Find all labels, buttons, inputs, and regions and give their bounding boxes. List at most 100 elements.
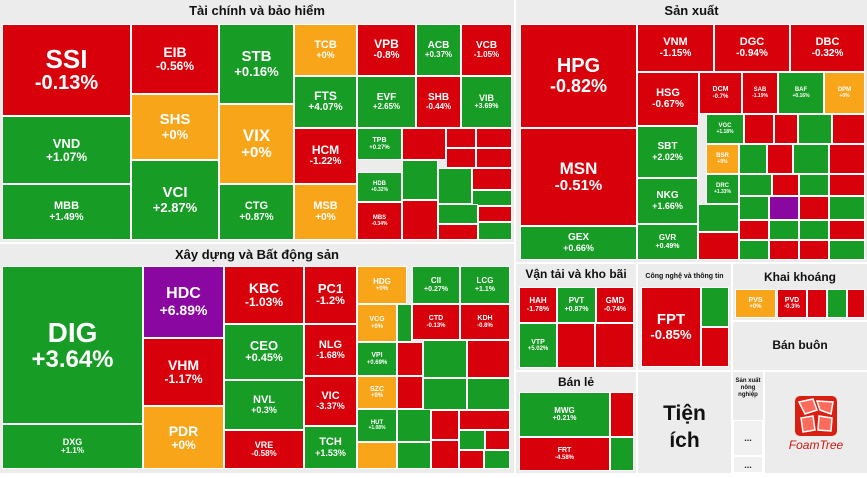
stock-tile-nvl[interactable]: NVL +0.3% [224, 380, 304, 430]
small-stock-tile[interactable] [798, 114, 832, 144]
small-stock-tile[interactable] [799, 174, 829, 196]
small-stock-tile[interactable] [829, 220, 865, 240]
stock-tile-hut[interactable]: HUT +1.08% [357, 409, 397, 442]
stock-tile-hah[interactable]: HAH -1.78% [519, 287, 557, 323]
small-stock-tile[interactable] [476, 148, 512, 168]
small-stock-tile[interactable] [446, 148, 476, 168]
small-stock-tile[interactable] [478, 206, 512, 222]
stock-tile-sab[interactable]: SAB -1.19% [742, 72, 778, 114]
small-stock-tile[interactable] [557, 323, 595, 368]
stock-tile-hdg[interactable]: HDG +0% [357, 266, 407, 304]
stock-tile-pvd[interactable]: PVD -0.3% [777, 289, 807, 318]
stock-tile-vhm[interactable]: VHM -1.17% [143, 338, 224, 406]
stock-tile-gex[interactable]: GEX +0.66% [520, 226, 637, 260]
stock-tile-pvs[interactable]: PVS +0% [735, 289, 776, 318]
stock-tile-szc[interactable]: SZC +0% [357, 376, 397, 409]
stock-tile-vnm[interactable]: VNM -1.15% [637, 24, 714, 72]
stock-tile-tcb[interactable]: TCB +0% [294, 24, 357, 76]
stock-tile-dpm[interactable]: DPM +0% [824, 72, 865, 114]
small-stock-tile[interactable] [769, 196, 799, 220]
small-stock-tile[interactable] [698, 204, 739, 232]
stock-tile-nkg[interactable]: NKG +1.66% [637, 178, 698, 224]
small-stock-tile[interactable] [772, 174, 799, 196]
stock-tile-hdb[interactable]: HDB +0.32% [357, 172, 402, 202]
stock-tile-vcb[interactable]: VCB -1.05% [461, 24, 512, 76]
stock-tile-frt[interactable]: FRT -4.58% [519, 437, 610, 471]
stock-tile-msb[interactable]: MSB +0% [294, 184, 357, 240]
small-stock-tile[interactable] [402, 160, 438, 200]
small-stock-tile[interactable] [402, 200, 438, 240]
small-stock-tile[interactable] [807, 289, 827, 318]
small-stock-tile[interactable] [459, 430, 485, 450]
stock-tile-mbs[interactable]: MBS -0.34% [357, 202, 402, 240]
stock-tile-ssi[interactable]: SSI -0.13% [2, 24, 131, 116]
small-stock-tile[interactable] [446, 128, 476, 148]
small-stock-tile[interactable] [459, 410, 510, 430]
stock-tile-vtp[interactable]: VTP +5.02% [519, 323, 557, 368]
stock-tile-evf[interactable]: EVF +2.65% [357, 76, 416, 128]
small-stock-tile[interactable] [431, 410, 459, 440]
small-stock-tile[interactable] [484, 450, 510, 469]
small-stock-tile[interactable] [423, 340, 467, 378]
stock-tile-mwg[interactable]: MWG +0.21% [519, 392, 610, 437]
small-stock-tile[interactable] [739, 240, 769, 260]
small-stock-tile[interactable] [472, 190, 512, 206]
small-stock-tile[interactable] [610, 392, 634, 437]
small-stock-tile[interactable] [701, 287, 729, 327]
stock-tile-shs[interactable]: SHS +0% [131, 94, 219, 160]
stock-tile-dig[interactable]: DIG +3.64% [2, 266, 143, 424]
small-stock-tile[interactable] [739, 220, 769, 240]
small-stock-tile[interactable] [769, 220, 799, 240]
stock-tile-drc[interactable]: DRC +1.33% [706, 174, 739, 204]
stock-tile-shb[interactable]: SHB -0.44% [416, 76, 461, 128]
small-stock-tile[interactable] [739, 144, 767, 174]
small-stock-tile[interactable] [799, 240, 829, 260]
stock-tile-vpi[interactable]: VPI +0.69% [357, 342, 397, 376]
stock-tile-tch[interactable]: TCH +1.53% [304, 426, 357, 469]
stock-tile-gvr[interactable]: GVR +0.49% [637, 224, 698, 260]
small-stock-tile[interactable] [459, 450, 484, 469]
small-stock-tile[interactable] [799, 220, 829, 240]
small-stock-tile[interactable] [739, 174, 772, 196]
stock-tile-dcm[interactable]: DCM -0.7% [699, 72, 742, 114]
stock-tile-kbc[interactable]: KBC -1.03% [224, 266, 304, 324]
stock-tile-pc1[interactable]: PC1 -1.2% [304, 266, 357, 324]
stock-tile-hsg[interactable]: HSG -0.67% [637, 72, 699, 126]
small-stock-tile[interactable] [701, 327, 729, 367]
stock-tile-dgc[interactable]: DGC -0.94% [714, 24, 790, 72]
stock-tile-nlg[interactable]: NLG -1.68% [304, 324, 357, 376]
small-stock-tile[interactable] [829, 174, 865, 196]
small-stock-tile[interactable] [397, 304, 412, 342]
small-stock-tile[interactable] [485, 430, 510, 450]
stock-tile-fpt[interactable]: FPT -0.85% [641, 287, 701, 367]
stock-tile-pvt[interactable]: PVT +0.87% [557, 287, 596, 323]
stock-tile-vib[interactable]: VIB +3.69% [461, 76, 512, 128]
stock-tile-vcg[interactable]: VCG +0% [357, 304, 397, 342]
small-stock-tile[interactable] [438, 224, 478, 240]
stock-tile-vic[interactable]: VIC -3.37% [304, 376, 357, 426]
small-stock-tile[interactable] [769, 240, 799, 260]
stock-tile-stb[interactable]: STB +0.16% [219, 24, 294, 104]
small-stock-tile[interactable] [472, 168, 512, 190]
small-stock-tile[interactable] [767, 144, 793, 174]
stock-tile-lcg[interactable]: LCG +1.1% [460, 266, 510, 304]
small-stock-tile[interactable] [829, 144, 865, 174]
stock-tile-cii[interactable]: CII +0.27% [412, 266, 460, 304]
stock-tile-fts[interactable]: FTS +4.07% [294, 76, 357, 128]
small-stock-tile[interactable] [744, 114, 774, 144]
small-stock-tile[interactable] [595, 323, 634, 368]
small-stock-tile[interactable] [793, 144, 829, 174]
stock-tile-sbt[interactable]: SBT +2.02% [637, 126, 698, 178]
stock-tile-kdh[interactable]: KDH -0.8% [460, 304, 510, 340]
small-stock-tile[interactable] [774, 114, 798, 144]
small-stock-tile[interactable] [467, 378, 510, 410]
stock-tile-msn[interactable]: MSN -0.51% [520, 128, 637, 226]
small-stock-tile[interactable] [799, 196, 829, 220]
stock-tile-ceo[interactable]: CEO +0.45% [224, 324, 304, 380]
stock-tile-eib[interactable]: EIB -0.56% [131, 24, 219, 94]
small-stock-tile[interactable] [423, 378, 467, 410]
stock-tile-hdc[interactable]: HDC +6.89% [143, 266, 224, 338]
stock-tile-vpb[interactable]: VPB -0.8% [357, 24, 416, 76]
small-stock-tile[interactable] [397, 342, 423, 376]
stock-tile-vix[interactable]: VIX +0% [219, 104, 294, 184]
